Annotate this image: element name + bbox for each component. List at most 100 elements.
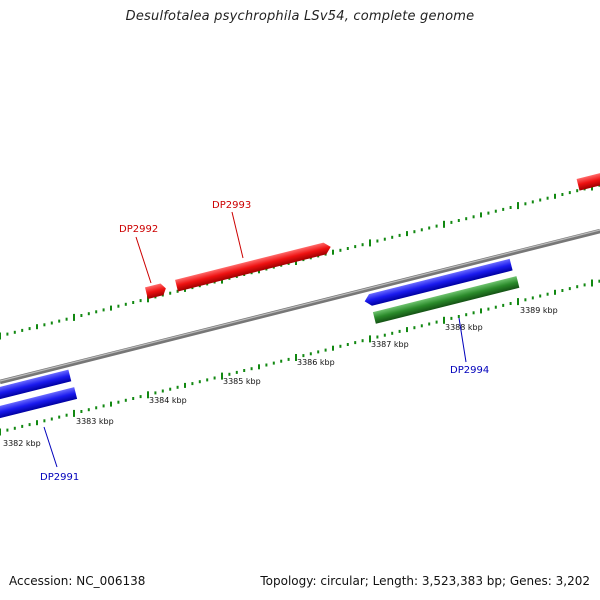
lower-scale-tick xyxy=(280,359,283,363)
callout-line-dp2991 xyxy=(43,426,58,468)
lower-scale-tick xyxy=(413,326,416,330)
upper-scale-tick xyxy=(465,217,468,221)
lower-scale-tick xyxy=(272,361,275,365)
gene-arrow-reverse-right[interactable] xyxy=(363,258,513,307)
callout-line-dp2994 xyxy=(458,317,467,363)
upper-scale-tick xyxy=(176,289,179,293)
upper-scale-tick xyxy=(102,308,105,312)
lower-scale-tick xyxy=(243,369,246,372)
lower-scale-tick xyxy=(235,370,238,374)
lower-scale-tick xyxy=(576,285,579,289)
upper-scale-tick xyxy=(524,202,527,206)
upper-scale-tick xyxy=(50,321,53,325)
lower-scale-tick xyxy=(398,329,401,333)
callout-line-dp2992 xyxy=(135,236,152,284)
upper-scale-tick xyxy=(117,304,120,308)
lower-scale-tick xyxy=(228,372,231,376)
lower-scale-tick xyxy=(58,415,61,419)
gene-label-dp2992[interactable]: DP2992 xyxy=(119,224,158,235)
lower-scale-tick xyxy=(6,428,9,432)
lower-scale-tick xyxy=(191,382,194,386)
genome-summary-text: Topology: circular; Length: 3,523,383 bp… xyxy=(260,574,590,588)
upper-scale-tick xyxy=(554,193,556,199)
lower-scale-tick xyxy=(517,298,519,306)
lower-scale-tick xyxy=(147,391,149,399)
upper-scale-tick xyxy=(428,226,431,230)
gene-arrow-dp2994[interactable] xyxy=(372,276,520,324)
lower-scale-tick xyxy=(28,423,31,427)
upper-scale-tick xyxy=(576,189,579,193)
lower-scale-tick xyxy=(539,294,542,298)
upper-scale-tick xyxy=(169,291,172,295)
lower-scale-tick xyxy=(450,316,453,320)
lower-scale-tick xyxy=(73,409,75,417)
lower-scale-tick xyxy=(428,322,431,326)
gene-arrow-dp2992[interactable] xyxy=(144,283,167,300)
lower-scale-tick xyxy=(524,298,527,302)
gene-label-dp2993[interactable]: DP2993 xyxy=(212,200,251,211)
lower-scale-tick xyxy=(176,385,179,389)
lower-scale-tick xyxy=(391,331,394,335)
lower-scale-tick xyxy=(80,410,83,413)
lower-scale-tick xyxy=(184,382,186,388)
lower-scale-tick xyxy=(43,419,46,423)
lower-scale-tick xyxy=(139,395,142,399)
upper-scale-tick xyxy=(110,305,112,311)
gene-label-dp2991[interactable]: DP2991 xyxy=(40,472,79,483)
lower-scale-tick xyxy=(502,303,505,307)
lower-scale-tick xyxy=(406,327,408,333)
lower-scale-tick xyxy=(472,311,475,315)
scale-label-3382: 3382 kbp xyxy=(3,439,41,448)
gene-arrow-offpage-forward[interactable] xyxy=(576,168,600,191)
lower-scale-tick xyxy=(21,424,24,428)
gene-label-dp2994[interactable]: DP2994 xyxy=(450,365,489,376)
lower-scale-tick xyxy=(554,289,556,295)
upper-scale-tick xyxy=(494,209,497,213)
lower-scale-tick xyxy=(198,380,201,384)
genome-backbone-highlight xyxy=(0,229,600,382)
lower-scale-tick xyxy=(457,315,460,318)
lower-scale-tick xyxy=(568,287,571,291)
upper-scale-tick xyxy=(568,191,571,195)
lower-scale-tick xyxy=(509,302,512,305)
lower-scale-tick xyxy=(124,398,127,402)
lower-scale-tick xyxy=(87,408,90,412)
gene-arrow-dp2993[interactable] xyxy=(175,241,332,292)
lower-scale-tick xyxy=(561,289,564,292)
lower-scale-tick xyxy=(324,348,327,352)
upper-scale-tick xyxy=(65,317,68,321)
lower-scale-tick xyxy=(487,307,490,311)
upper-scale-tick xyxy=(383,237,386,241)
lower-scale-tick xyxy=(583,283,586,287)
lower-scale-tick xyxy=(346,343,349,346)
gene-arrow-dp2991[interactable] xyxy=(0,387,78,421)
upper-scale-tick xyxy=(6,332,9,336)
lower-scale-tick xyxy=(0,428,1,436)
map-title: Desulfotalea psychrophila LSv54, complet… xyxy=(125,9,475,24)
upper-scale-tick xyxy=(487,211,490,215)
lower-scale-tick xyxy=(480,308,482,314)
lower-scale-tick xyxy=(339,344,342,348)
upper-scale-tick xyxy=(339,248,342,252)
lower-scale-tick xyxy=(309,352,312,356)
scale-label-3385: 3385 kbp xyxy=(223,377,261,386)
lower-scale-tick xyxy=(598,279,600,283)
lower-scale-tick xyxy=(361,339,364,343)
lower-scale-tick xyxy=(369,335,371,343)
upper-scale-tick xyxy=(420,228,423,232)
upper-scale-tick xyxy=(406,231,408,237)
accession-text: Accession: NC_006138 xyxy=(9,574,146,588)
upper-scale-tick xyxy=(80,314,83,317)
upper-scale-tick xyxy=(139,299,142,303)
lower-scale-tick xyxy=(383,333,386,337)
upper-scale-tick xyxy=(28,327,31,331)
upper-scale-tick xyxy=(354,245,357,249)
upper-scale-tick xyxy=(472,215,475,219)
lower-scale-tick xyxy=(161,389,164,393)
gene-arrow-reverse-left-upper[interactable] xyxy=(0,369,72,402)
lower-scale-tick xyxy=(258,364,260,370)
scale-label-3386: 3386 kbp xyxy=(297,358,335,367)
upper-scale-tick xyxy=(443,220,445,228)
lower-scale-tick xyxy=(110,401,112,407)
upper-scale-tick xyxy=(457,219,460,222)
